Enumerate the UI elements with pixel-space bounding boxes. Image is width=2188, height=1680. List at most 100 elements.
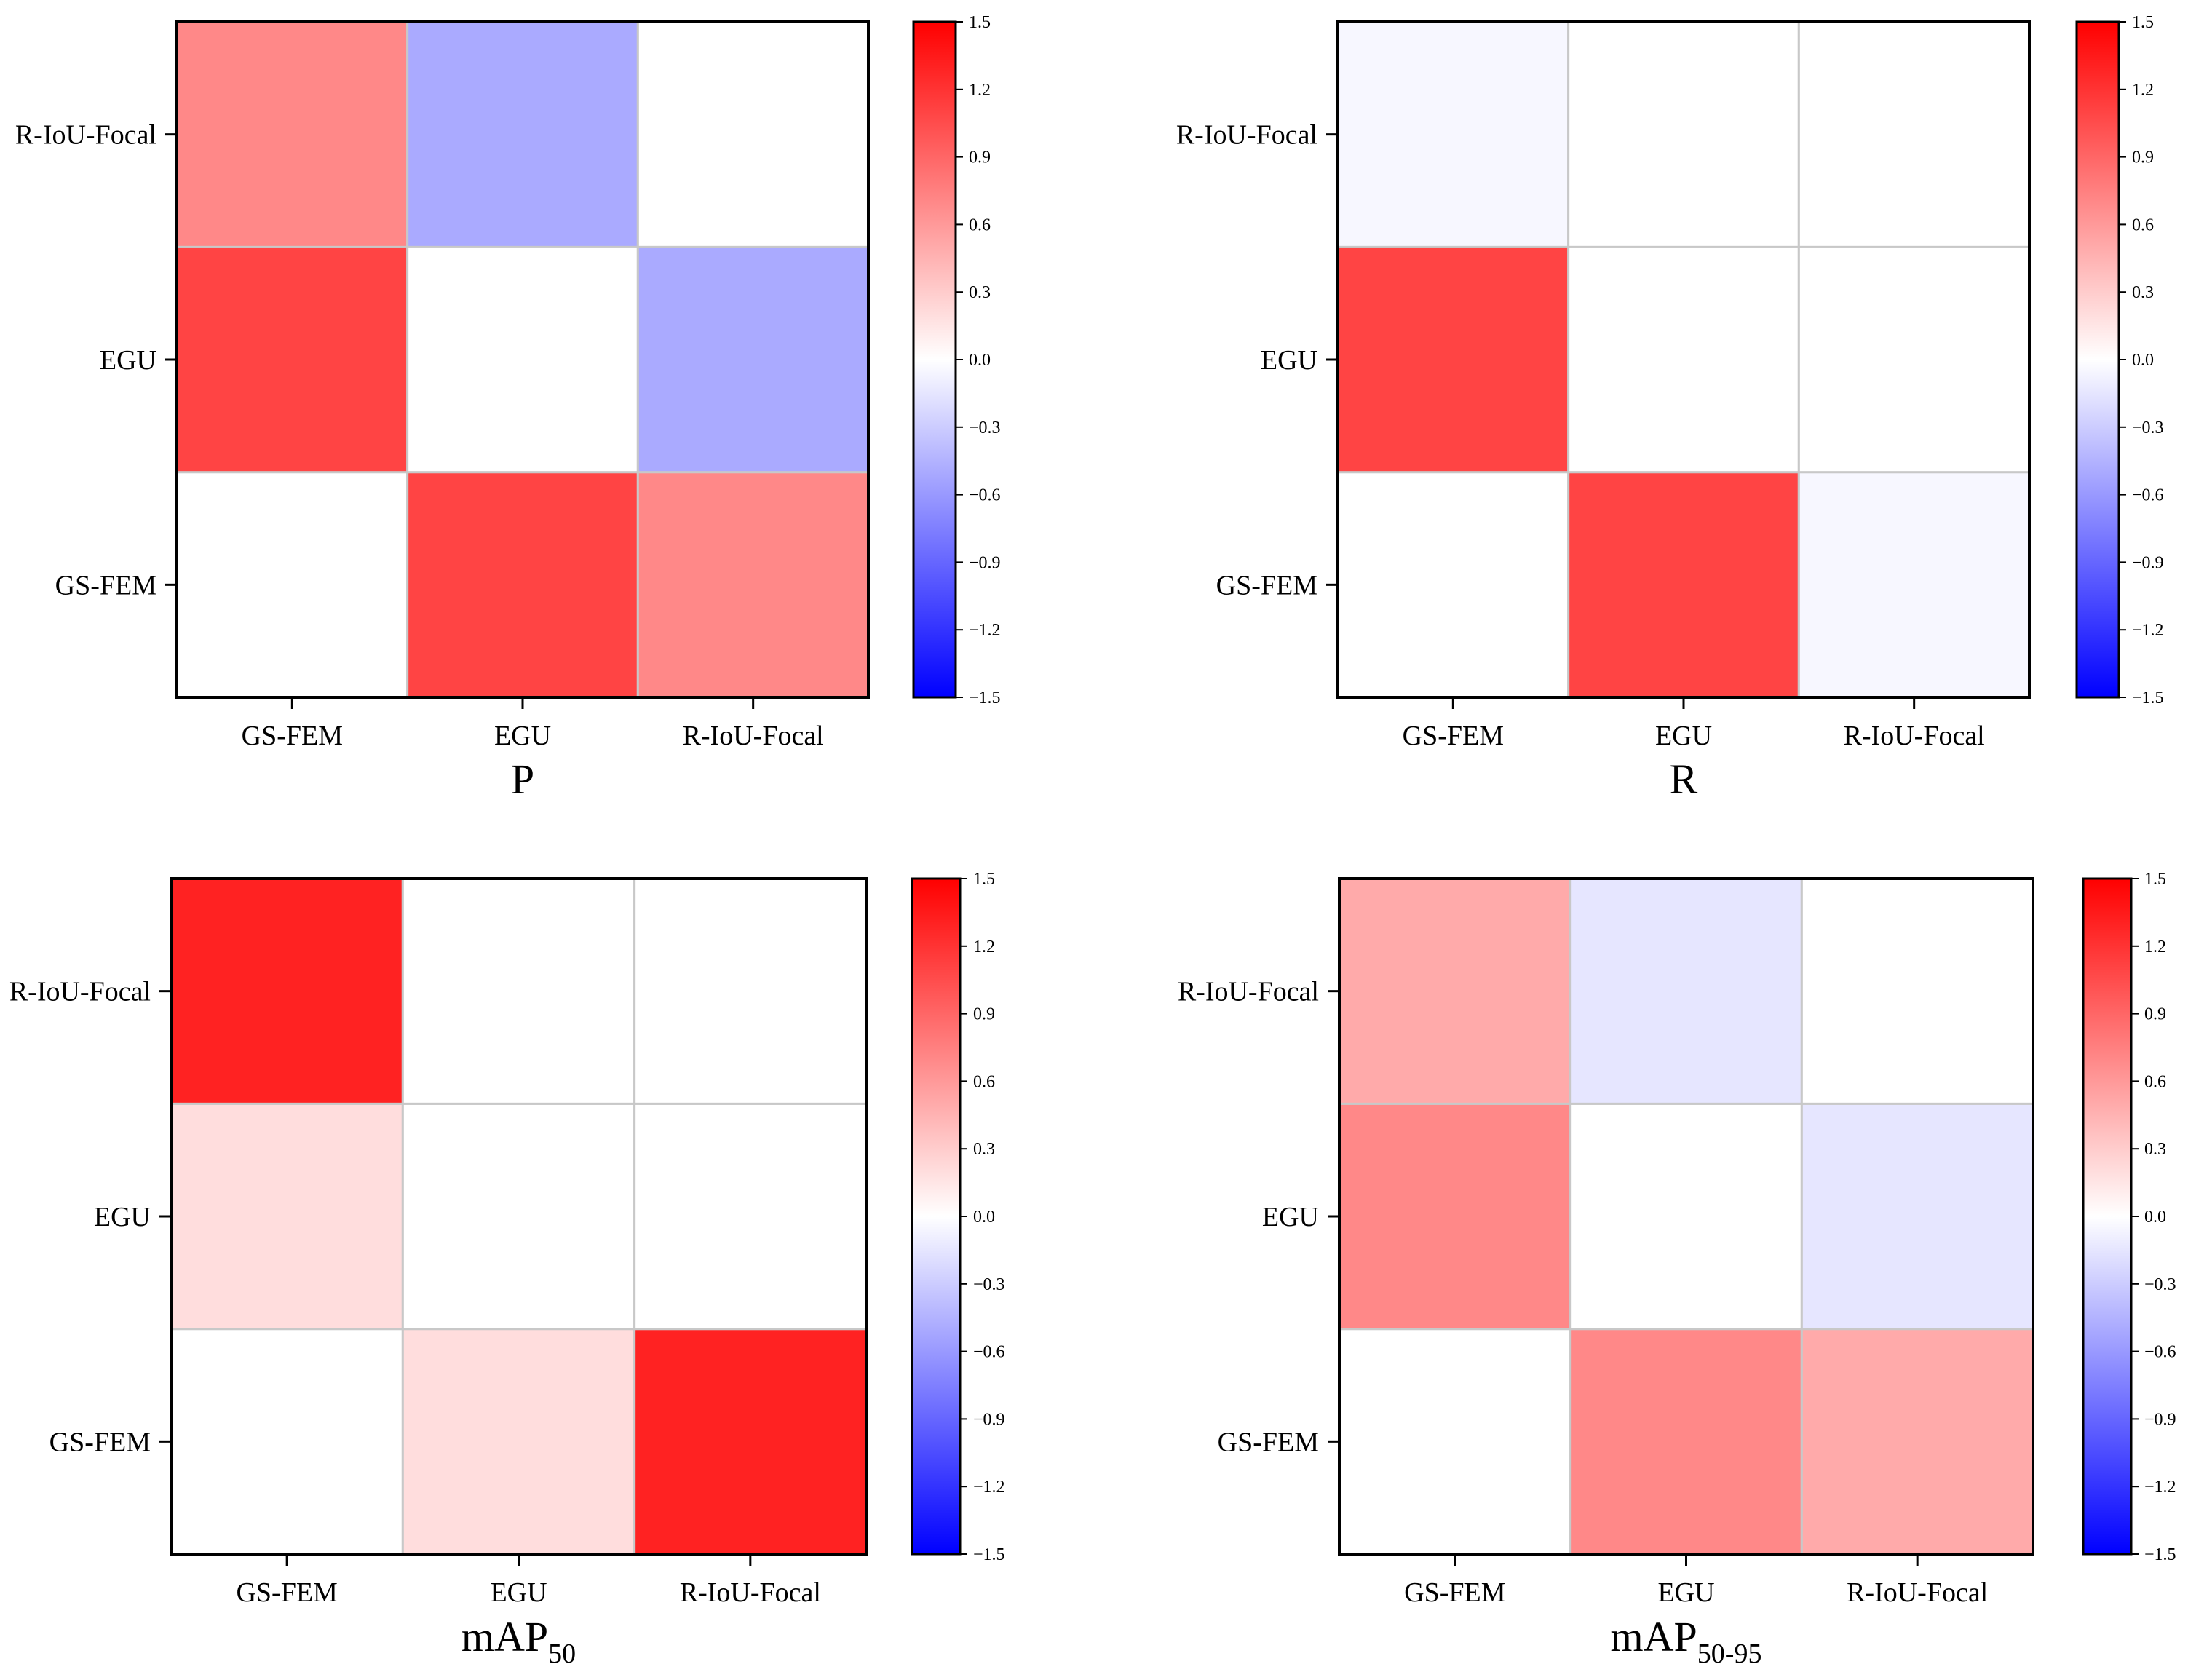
heatmap-cell-gs-fem-r-iou-focal: [1800, 1328, 2034, 1556]
heatmap-cell-egu-egu: [406, 245, 639, 474]
heatmap-cell-r-iou-focal-egu: [1567, 20, 1800, 248]
heatmap-cell-egu-gs-fem: [175, 245, 409, 474]
colorbar-tick-label: 1.5: [2144, 870, 2166, 889]
heatmap-cell-gs-fem-gs-fem: [1336, 471, 1570, 699]
colorbar-tick-label: 0.9: [969, 148, 991, 167]
colorbar: [912, 20, 957, 699]
heatmap-cell-r-iou-focal-egu: [406, 20, 639, 248]
y-tick-label: R-IoU-Focal: [9, 977, 151, 1007]
heatmap-cell-egu-r-iou-focal: [633, 1102, 868, 1331]
x-tick-label: GS-FEM: [236, 1577, 337, 1608]
x-tick-label: R-IoU-Focal: [1847, 1577, 1988, 1608]
colorbar-tick-label: 1.2: [2132, 81, 2154, 100]
heatmap-panel-4: GS-FEM EGU R-IoU-Focal GS-FEM EGU R-IoU-Focal…: [1178, 870, 2176, 1669]
heatmap-cell-gs-fem-r-iou-focal: [633, 1328, 868, 1556]
x-tick-label: GS-FEM: [1404, 1577, 1505, 1608]
colorbar-tick-label: 0.9: [2132, 148, 2154, 167]
y-tick-label: EGU: [94, 1202, 151, 1232]
heatmap-cell-egu-r-iou-focal: [636, 245, 870, 474]
colorbar-tick-label: −0.9: [2144, 1410, 2176, 1429]
heatmap-cell-r-iou-focal-r-iou-focal: [633, 877, 868, 1105]
heatmap-cell-r-iou-focal-r-iou-focal: [1800, 877, 2034, 1105]
colorbar-tick-label: 0.0: [969, 351, 991, 370]
colorbar-tick-label: 0.3: [973, 1140, 995, 1159]
colorbar: [911, 877, 962, 1556]
colorbar-tick-label: 0.3: [2144, 1140, 2166, 1159]
colorbar-tick-label: −0.9: [973, 1410, 1005, 1429]
x-tick-label: EGU: [1657, 1577, 1714, 1608]
heatmap-panel-2: GS-FEM EGU R-IoU-Focal GS-FEM EGU R-IoU-Focal…: [1176, 13, 2164, 803]
x-tick-label: R-IoU-Focal: [680, 1577, 821, 1608]
heatmap-cell-egu-gs-fem: [1338, 1102, 1572, 1331]
heatmap-cell-r-iou-focal-egu: [1569, 877, 1803, 1105]
x-tick-label: R-IoU-Focal: [683, 721, 824, 751]
heatmap-cell-gs-fem-gs-fem: [1338, 1328, 1572, 1556]
colorbar-tick-label: −0.6: [2144, 1343, 2176, 1362]
y-tick-label: EGU: [1261, 345, 1317, 376]
colorbar-tick-label: 1.5: [2132, 13, 2154, 32]
heatmap-cell-gs-fem-r-iou-focal: [636, 471, 870, 699]
colorbar-tick-label: 0.0: [2132, 351, 2154, 370]
colorbar: [2082, 877, 2133, 1556]
colorbar-tick-label: 0.6: [2132, 215, 2154, 234]
panel-title: P: [511, 756, 534, 803]
x-tick-label: EGU: [494, 721, 551, 751]
colorbar-tick-label: 0.9: [2144, 1005, 2166, 1024]
heatmap-cell-egu-gs-fem: [170, 1102, 404, 1331]
heatmap-cell-egu-egu: [401, 1102, 636, 1331]
heatmap-cell-r-iou-focal-r-iou-focal: [1797, 20, 2031, 248]
colorbar-tick-label: 0.6: [969, 215, 991, 234]
colorbar-tick-label: −0.3: [969, 419, 1001, 437]
panel-title: R: [1670, 756, 1698, 803]
colorbar-tick-label: 0.6: [2144, 1072, 2166, 1091]
colorbar-tick-label: −0.6: [973, 1343, 1005, 1362]
x-tick-label: EGU: [1655, 721, 1712, 751]
colorbar-tick-label: −1.5: [2144, 1545, 2176, 1564]
heatmap-cell-r-iou-focal-egu: [401, 877, 636, 1105]
y-tick-label: GS-FEM: [55, 570, 156, 601]
heatmap-cell-egu-gs-fem: [1336, 245, 1570, 474]
colorbar-tick-label: −1.5: [969, 689, 1001, 708]
heatmap-panel-1: GS-FEM EGU R-IoU-Focal GS-FEM EGU R-IoU-Focal…: [15, 13, 1001, 803]
colorbar-tick-label: 0.9: [973, 1005, 995, 1024]
y-tick-label: GS-FEM: [1216, 570, 1317, 601]
colorbar-tick-label: −1.5: [2132, 689, 2164, 708]
colorbar-tick-label: 1.2: [969, 81, 991, 100]
colorbar-tick-label: 0.3: [2132, 283, 2154, 302]
panel-title: mAP50: [461, 1613, 576, 1669]
colorbar-tick-label: 0.3: [969, 283, 991, 302]
colorbar-tick-label: −0.3: [2144, 1275, 2176, 1294]
heatmap-cell-egu-egu: [1569, 1102, 1803, 1331]
heatmap-cell-gs-fem-egu: [401, 1328, 636, 1556]
colorbar-tick-label: 1.2: [2144, 938, 2166, 956]
colorbar-tick-label: −1.2: [973, 1478, 1005, 1497]
heatmap-cell-r-iou-focal-gs-fem: [1336, 20, 1570, 248]
colorbar-tick-label: 1.2: [973, 938, 995, 956]
y-tick-label: R-IoU-Focal: [1178, 977, 1319, 1007]
colorbar-tick-label: 1.5: [973, 870, 995, 889]
colorbar-tick-label: 0.0: [2144, 1208, 2166, 1227]
panel-title-subscript: 50: [548, 1639, 576, 1669]
heatmap-cell-r-iou-focal-gs-fem: [170, 877, 404, 1105]
panel-title: mAP50-95: [1611, 1613, 1762, 1669]
colorbar-tick-label: 1.5: [969, 13, 991, 32]
heatmap-cell-egu-r-iou-focal: [1797, 245, 2031, 474]
heatmap-cell-r-iou-focal-gs-fem: [175, 20, 409, 248]
colorbar-tick-label: −0.3: [973, 1275, 1005, 1294]
x-tick-label: R-IoU-Focal: [1844, 721, 1985, 751]
heatmap-cell-gs-fem-egu: [1567, 471, 1800, 699]
x-tick-label: EGU: [490, 1577, 547, 1608]
colorbar-tick-label: −1.2: [2132, 621, 2164, 640]
colorbar-tick-label: −1.5: [973, 1545, 1005, 1564]
colorbar-tick-label: −0.9: [969, 553, 1001, 572]
y-tick-label: EGU: [1262, 1202, 1319, 1232]
x-tick-label: GS-FEM: [1403, 721, 1504, 751]
heatmap-cell-r-iou-focal-gs-fem: [1338, 877, 1572, 1105]
colorbar-tick-label: −0.3: [2132, 419, 2164, 437]
colorbar-tick-label: −1.2: [2144, 1478, 2176, 1497]
y-tick-label: R-IoU-Focal: [1176, 120, 1317, 151]
x-tick-label: GS-FEM: [242, 721, 343, 751]
colorbar-tick-label: −0.6: [969, 486, 1001, 505]
colorbar-tick-label: 0.0: [973, 1208, 995, 1227]
